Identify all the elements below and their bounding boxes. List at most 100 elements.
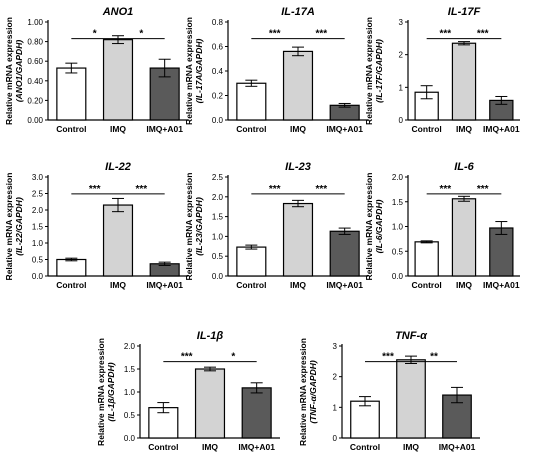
y-axis-label-gene: (TNF-α/GAPDH) <box>308 360 318 424</box>
x-tick-label: Control <box>412 280 442 290</box>
y-tick-label: 2.0 <box>212 193 224 202</box>
y-tick-label: 0.4 <box>212 67 224 76</box>
y-axis-label: Relative mRNA expression <box>184 17 194 125</box>
y-axis-label: Relative mRNA expression <box>4 17 14 125</box>
significance-label: *** <box>439 29 451 40</box>
x-tick-label: IMQ+A01 <box>326 124 363 134</box>
significance-label: *** <box>269 184 281 195</box>
bar-control <box>414 241 439 277</box>
chart-title: IL-6 <box>454 161 474 173</box>
significance-label: *** <box>315 184 327 195</box>
y-tick-label: 2.0 <box>32 206 44 215</box>
y-tick-label: 0.0 <box>124 434 136 443</box>
y-tick-label: 1 <box>399 83 404 92</box>
chart-panel-4: IL-22 Relative mRNA expression (IL-22/GAPD… <box>4 161 188 290</box>
significance-label: *** <box>382 352 394 363</box>
y-tick-label: 0.5 <box>32 256 44 265</box>
bar-imq-a01 <box>149 67 180 121</box>
significance-label: *** <box>477 29 489 40</box>
y-tick-label: 1.0 <box>212 232 224 241</box>
bar-control <box>56 67 87 121</box>
y-tick-label: 0.0 <box>32 272 44 281</box>
x-tick-label: IMQ+A01 <box>483 280 520 290</box>
y-tick-label: 0.0 <box>212 272 224 281</box>
y-axis-label: Relative mRNA expression <box>184 173 194 281</box>
x-tick-label: IMQ <box>403 442 419 452</box>
y-tick-label: 1.0 <box>124 388 136 397</box>
y-tick-label: 1.5 <box>32 223 44 232</box>
chart-panel-5: IL-23 Relative mRNA expression (IL-23/GAPD… <box>184 161 368 290</box>
y-axis-label: Relative mRNA expression <box>364 17 374 125</box>
significance-label: *** <box>269 29 281 40</box>
bar-control <box>350 400 380 439</box>
y-tick-label: 2.5 <box>212 173 224 182</box>
bar-imq <box>102 204 134 277</box>
x-tick-label: IMQ+A01 <box>483 124 520 134</box>
y-axis-label-gene: (IL-17A/GAPDH) <box>194 38 204 103</box>
y-tick-label: 0.0 <box>212 116 224 125</box>
y-tick-label: 2.5 <box>32 190 44 199</box>
x-tick-label: Control <box>56 124 86 134</box>
y-axis-label-gene: (IL-17F/GAPDH) <box>374 39 384 103</box>
y-axis-label-gene: (IL-1β/GAPDH) <box>106 362 116 421</box>
chart-title: ANO1 <box>102 6 134 18</box>
significance-label: * <box>231 352 235 363</box>
y-tick-label: 3 <box>399 18 404 27</box>
y-tick-label: 0.5 <box>212 252 224 261</box>
chart-panel-2: IL-17A Relative mRNA expression (IL-17A/GA… <box>184 6 368 134</box>
y-tick-label: 1 <box>333 403 338 412</box>
chart-panel-7: IL-1β Relative mRNA expression (IL-1β/GAPD… <box>96 330 280 452</box>
y-axis-label-gene: (ANO1/GAPDH) <box>14 40 24 103</box>
x-tick-label: Control <box>236 280 266 290</box>
x-tick-label: Control <box>148 442 178 452</box>
x-tick-label: Control <box>412 124 442 134</box>
y-axis-label: Relative mRNA expression <box>298 338 308 446</box>
y-tick-label: 2.0 <box>392 173 404 182</box>
y-tick-label: 0.00 <box>27 116 43 125</box>
x-tick-label: Control <box>236 124 266 134</box>
y-tick-label: 1.0 <box>32 239 44 248</box>
chart-title: IL-22 <box>105 161 131 173</box>
chart-panel-1: ANO1 Relative mRNA expression (ANO1/GAPDH)… <box>4 6 188 134</box>
significance-label: ** <box>430 352 438 363</box>
y-tick-label: 0.5 <box>124 411 136 420</box>
y-axis-label: Relative mRNA expression <box>364 173 374 281</box>
y-tick-label: 1.5 <box>124 365 136 374</box>
significance-label: *** <box>439 184 451 195</box>
y-tick-label: 0 <box>333 434 338 443</box>
bar-imq <box>282 202 314 277</box>
y-tick-label: 1.00 <box>27 18 43 27</box>
y-tick-label: 0 <box>399 116 404 125</box>
bar-control <box>236 246 267 277</box>
bar-control <box>148 407 179 439</box>
x-tick-label: IMQ+A01 <box>238 442 275 452</box>
bar-imq <box>282 50 314 121</box>
chart-title: IL-23 <box>285 161 311 173</box>
y-tick-label: 1.5 <box>392 198 404 207</box>
x-tick-label: Control <box>350 442 380 452</box>
bar-imq-a01 <box>241 387 272 439</box>
x-tick-label: IMQ <box>456 280 472 290</box>
y-axis-label-gene: (IL-6/GAPDH) <box>374 199 384 253</box>
x-tick-label: IMQ <box>110 280 126 290</box>
x-tick-label: IMQ+A01 <box>326 280 363 290</box>
bar-imq-a01 <box>329 230 360 277</box>
significance-label: * <box>139 29 143 40</box>
y-axis-label-gene: (IL-23/GAPDH) <box>194 197 204 256</box>
y-axis-label-gene: (IL-22/GAPDH) <box>14 197 24 256</box>
y-tick-label: 2.0 <box>124 342 136 351</box>
bar-imq <box>396 359 426 439</box>
significance-label: *** <box>135 184 147 195</box>
bar-imq <box>194 368 226 439</box>
x-tick-label: IMQ+A01 <box>146 280 183 290</box>
significance-label: *** <box>477 184 489 195</box>
x-tick-label: IMQ <box>202 442 218 452</box>
x-tick-label: IMQ <box>290 280 306 290</box>
chart-title: IL-17F <box>448 6 481 18</box>
y-tick-label: 0.40 <box>27 77 43 86</box>
y-tick-label: 2 <box>399 51 404 60</box>
y-tick-label: 0.80 <box>27 38 43 47</box>
y-tick-label: 0.0 <box>392 272 404 281</box>
y-tick-label: 0.5 <box>392 247 404 256</box>
